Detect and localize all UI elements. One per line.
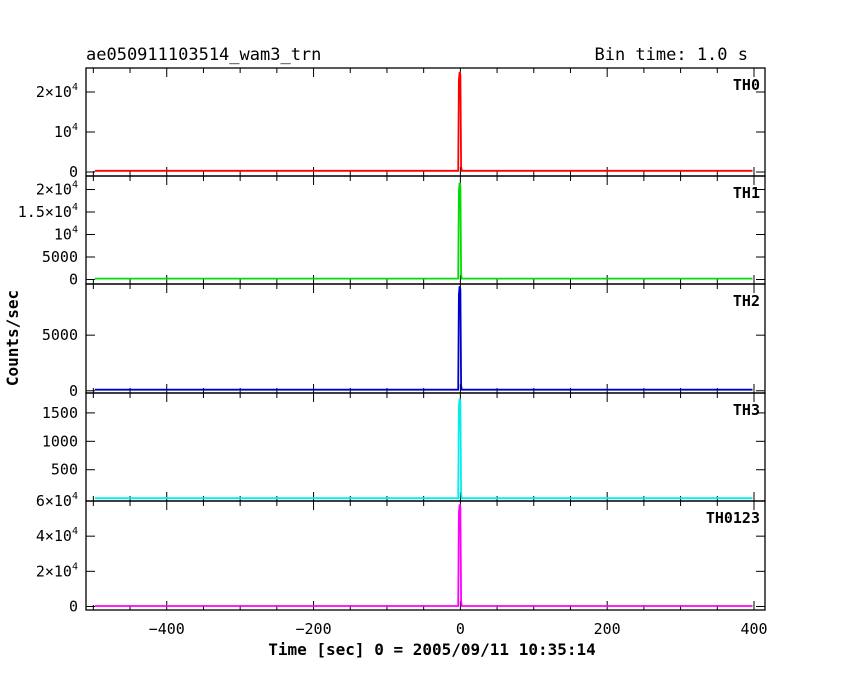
series-line-th2 xyxy=(94,285,753,391)
x-tick-label: −200 xyxy=(295,620,331,638)
x-axis-title: Time [sec] 0 = 2005/09/11 10:35:14 xyxy=(268,640,596,659)
panel-frame xyxy=(85,283,766,394)
panel-th1: 2×104 1.5×104 104 5000 0 TH1 xyxy=(18,175,766,289)
panel-label: TH3 xyxy=(733,401,760,419)
x-tick-label: 0 xyxy=(456,620,465,638)
y-tick-label: 104 xyxy=(54,122,78,141)
y-tick-label: 5000 xyxy=(42,326,78,344)
y-tick-label: 0 xyxy=(69,597,78,615)
y-tick-label: 2×104 xyxy=(36,82,78,101)
y-tick-label: 0 xyxy=(69,271,78,289)
panel-frame xyxy=(85,175,766,285)
panel-label: TH0123 xyxy=(706,509,760,527)
bin-time-label: Bin time: 1.0 s xyxy=(594,45,748,65)
y-tick-label: 1.5×104 xyxy=(18,202,78,221)
panel-th2: 5000 0 TH2 xyxy=(42,283,766,400)
x-tick-label: 400 xyxy=(740,620,767,638)
y-tick-label: 1000 xyxy=(42,432,78,450)
y-tick-label: 104 xyxy=(54,225,78,244)
y-tick-label: 1500 xyxy=(42,404,78,422)
y-tick-label: 500 xyxy=(51,461,78,479)
panel-label: TH2 xyxy=(733,292,760,310)
panel-frame xyxy=(85,67,766,177)
panel-frame xyxy=(85,392,766,502)
series-line-th3 xyxy=(94,398,753,500)
x-tick-label: −400 xyxy=(149,620,185,638)
y-tick-label: 0 xyxy=(69,163,78,181)
y-tick-label: 2×104 xyxy=(36,180,78,199)
panels-group: 2×1041040TH02×1041.5×10410450000TH150000… xyxy=(18,67,768,638)
panel-frame xyxy=(85,500,766,611)
series-line-th0 xyxy=(94,71,753,172)
series-line-th1 xyxy=(94,182,753,280)
panel-th3: 1500 1000 500 TH3 xyxy=(42,392,766,502)
y-tick-label: 0 xyxy=(69,382,78,400)
chart-title: ae050911103514_wam3_trn xyxy=(86,45,321,65)
y-tick-label: 2×104 xyxy=(36,561,78,580)
panel-label: TH1 xyxy=(733,184,760,202)
y-tick-label: 5000 xyxy=(42,248,78,266)
panel-th0: 2×104 104 0 TH0 xyxy=(36,67,766,181)
panel-label: TH0 xyxy=(733,76,760,94)
panel-th0123: 6×104 4×104 2×104 0 TH0123 xyxy=(36,491,766,615)
x-tick-label: 200 xyxy=(594,620,621,638)
y-axis-title: Counts/sec xyxy=(3,290,22,386)
y-tick-label: 4×104 xyxy=(36,526,78,545)
y-tick-label: 6×104 xyxy=(36,491,78,510)
series-line-th0123 xyxy=(94,504,753,607)
